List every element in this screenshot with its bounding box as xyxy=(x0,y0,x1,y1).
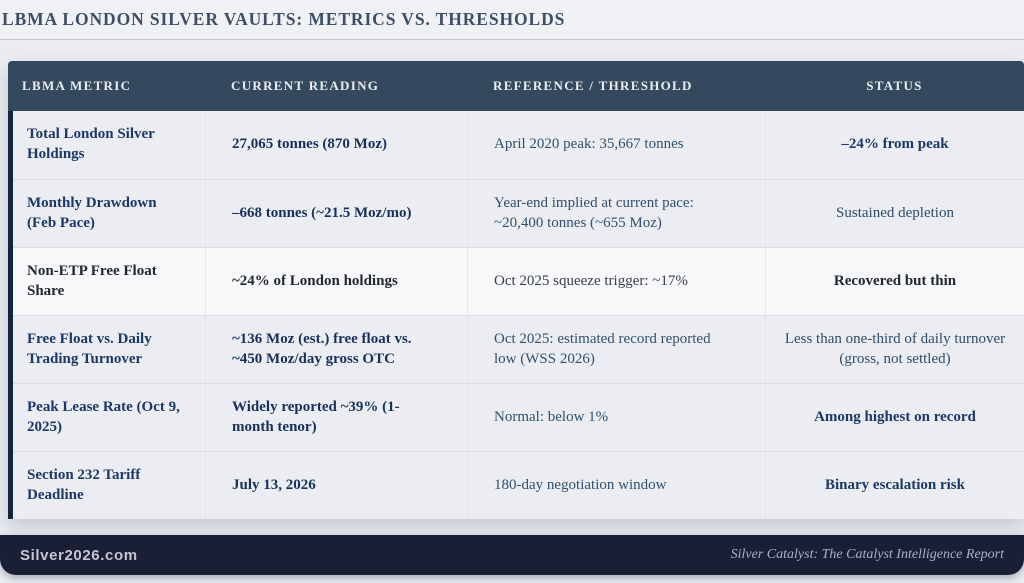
table-row: Peak Lease Rate (Oct 9, 2025) Widely rep… xyxy=(13,383,1024,451)
title-bar: LBMA LONDON SILVER VAULTS: METRICS VS. T… xyxy=(0,0,1024,40)
metric-cell: Free Float vs. Daily Trading Turnover xyxy=(27,330,152,367)
current-cell: 27,065 tonnes (870 Moz) xyxy=(205,111,467,179)
table-row-highlighted: Non-ETP Free Float Share ~24% of London … xyxy=(13,247,1024,315)
status-cell: Among highest on record xyxy=(765,384,1024,451)
column-header-current: CURRENT READING xyxy=(231,78,380,94)
current-cell: ~24% of London holdings xyxy=(205,248,467,315)
table-row: Free Float vs. Daily Trading Turnover ~1… xyxy=(13,315,1024,383)
status-cell: Recovered but thin xyxy=(765,248,1024,315)
metric-cell: Section 232 Tariff Deadline xyxy=(27,466,141,503)
metric-cell: Non-ETP Free Float Share xyxy=(27,262,157,299)
reference-cell: Year-end implied at current pace: ~20,40… xyxy=(467,180,765,247)
reference-cell: 180-day negotiation window xyxy=(467,452,765,519)
column-header-reference: REFERENCE / THRESHOLD xyxy=(493,78,693,94)
status-cell: Sustained depletion xyxy=(765,180,1024,247)
report-label: Silver Catalyst: The Catalyst Intelligen… xyxy=(730,547,1004,562)
metric-cell: Peak Lease Rate (Oct 9, 2025) xyxy=(27,398,180,435)
table-row: Total London Silver Holdings 27,065 tonn… xyxy=(13,111,1024,179)
current-cell: Widely reported ~39% (1-month tenor) xyxy=(205,384,467,451)
metric-cell: Total London Silver Holdings xyxy=(27,126,155,162)
table-header-row: LBMA METRIC CURRENT READING REFERENCE / … xyxy=(8,61,1024,111)
current-cell: ~136 Moz (est.) free float vs. ~450 Moz/… xyxy=(205,316,467,383)
table-body: Total London Silver Holdings 27,065 tonn… xyxy=(8,111,1024,519)
reference-cell: Normal: below 1% xyxy=(467,384,765,451)
reference-cell: Oct 2025: estimated record reported low … xyxy=(467,316,765,383)
footer-bar: Silver2026.com Silver Catalyst: The Cata… xyxy=(0,535,1024,575)
status-cell: –24% from peak xyxy=(765,111,1024,179)
metrics-table: LBMA METRIC CURRENT READING REFERENCE / … xyxy=(8,61,1024,519)
current-cell: –668 tonnes (~21.5 Moz/mo) xyxy=(205,180,467,247)
table-row: Section 232 Tariff Deadline July 13, 202… xyxy=(13,451,1024,519)
table-row: Monthly Drawdown (Feb Pace) –668 tonnes … xyxy=(13,179,1024,247)
column-header-metric: LBMA METRIC xyxy=(22,78,132,94)
column-header-status: STATUS xyxy=(866,78,923,94)
current-cell: July 13, 2026 xyxy=(205,452,467,519)
reference-cell: Oct 2025 squeeze trigger: ~17% xyxy=(467,248,765,315)
status-cell: Binary escalation risk xyxy=(765,452,1024,519)
status-cell: Less than one-third of daily turnover (g… xyxy=(765,316,1024,383)
metric-cell: Monthly Drawdown (Feb Pace) xyxy=(27,194,157,231)
page-title: LBMA LONDON SILVER VAULTS: METRICS VS. T… xyxy=(2,9,566,29)
reference-cell: April 2020 peak: 35,667 tonnes xyxy=(467,111,765,179)
site-label: Silver2026.com xyxy=(20,546,138,564)
